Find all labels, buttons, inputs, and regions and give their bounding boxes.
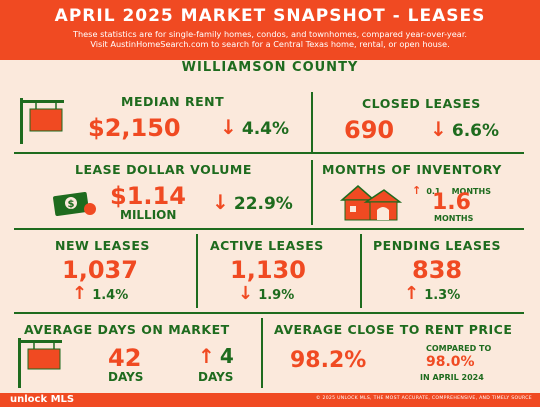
divider	[360, 234, 362, 308]
house-icon	[340, 182, 403, 226]
county-bar: WILLIAMSON COUNTY	[0, 60, 540, 77]
average-days-on-market-change-unit: DAYS	[198, 370, 234, 384]
svg-text:$: $	[68, 199, 75, 210]
arrow-up-icon: ↑	[404, 283, 420, 304]
months-of-inventory-unit: MONTHS	[434, 214, 474, 223]
lease-dollar-volume-unit: MILLION	[120, 208, 177, 222]
arrow-down-icon: ↓	[220, 115, 237, 139]
average-close-to-rent-value: 98.2%	[290, 348, 367, 373]
arrow-down-icon: ↓	[238, 283, 254, 304]
copyright-text: © 2025 UNLOCK MLS, THE MOST ACCURATE, CO…	[315, 396, 532, 401]
subtitle-line-1: These statistics are for single-family h…	[72, 29, 468, 39]
active-leases-label: ACTIVE LEASES	[210, 238, 324, 253]
average-days-on-market-label: AVERAGE DAYS ON MARKET	[24, 322, 230, 337]
pending-leases-value: 838	[412, 256, 463, 284]
compared-value: 98.0%	[426, 354, 475, 370]
compared-to-label: COMPARED TO	[426, 344, 492, 353]
divider	[14, 312, 524, 314]
for-rent-sign-icon	[18, 98, 68, 148]
subtitle-line-2: Visit AustinHomeSearch.com to search for…	[90, 39, 450, 49]
arrow-down-icon: ↓	[212, 190, 229, 214]
compared-period: IN APRIL 2024	[420, 373, 484, 382]
new-leases-value: 1,037	[62, 256, 138, 284]
pending-leases-change: ↑ 1.3%	[404, 283, 461, 304]
divider	[311, 160, 313, 225]
new-leases-change: ↑ 1.4%	[72, 283, 129, 304]
months-of-inventory-value: 1.6	[432, 190, 471, 215]
months-of-inventory-label: MONTHS OF INVENTORY	[322, 162, 502, 177]
active-leases-value: 1,130	[230, 256, 306, 284]
divider	[14, 152, 524, 154]
median-rent-value: $2,150	[88, 114, 181, 142]
money-icon: $	[52, 190, 98, 222]
closed-leases-label: CLOSED LEASES	[362, 96, 481, 111]
for-rent-sign-icon	[16, 338, 66, 392]
average-days-on-market-value: 42	[108, 344, 142, 372]
lease-dollar-volume-change: ↓ 22.9%	[212, 190, 293, 214]
lease-dollar-volume-label: LEASE DOLLAR VOLUME	[75, 162, 252, 177]
arrow-up-icon: ↑	[72, 283, 88, 304]
page-title: APRIL 2025 MARKET SNAPSHOT - LEASES	[54, 6, 486, 26]
closed-leases-value: 690	[344, 116, 395, 144]
average-close-to-rent-label: AVERAGE CLOSE TO RENT PRICE	[274, 322, 513, 337]
arrow-down-icon: ↓	[430, 117, 447, 141]
unlock-mls-logo: unlock MLS	[10, 394, 75, 405]
divider	[14, 228, 524, 230]
header-banner: APRIL 2025 MARKET SNAPSHOT - LEASES Thes…	[0, 0, 540, 60]
new-leases-label: NEW LEASES	[55, 238, 150, 253]
divider	[311, 92, 313, 154]
arrow-up-icon: ↑	[412, 184, 422, 197]
median-rent-change: ↓ 4.4%	[220, 115, 290, 139]
divider	[261, 318, 263, 388]
footer-bar: unlock MLS © 2025 UNLOCK MLS, THE MOST A…	[0, 393, 540, 407]
lease-dollar-volume-value: $1.14	[110, 182, 186, 210]
median-rent-label: MEDIAN RENT	[121, 94, 225, 109]
average-days-on-market-change: ↑ 4	[198, 344, 234, 368]
county-title: WILLIAMSON COUNTY	[181, 60, 359, 75]
arrow-up-icon: ↑	[198, 344, 215, 368]
closed-leases-change: ↓ 6.6%	[430, 117, 500, 141]
active-leases-change: ↓ 1.9%	[238, 283, 295, 304]
divider	[196, 234, 198, 308]
pending-leases-label: PENDING LEASES	[373, 238, 501, 253]
months-of-inventory-change: ↑ 0.1 MONTHS	[412, 184, 491, 197]
average-days-on-market-unit: DAYS	[108, 370, 144, 384]
